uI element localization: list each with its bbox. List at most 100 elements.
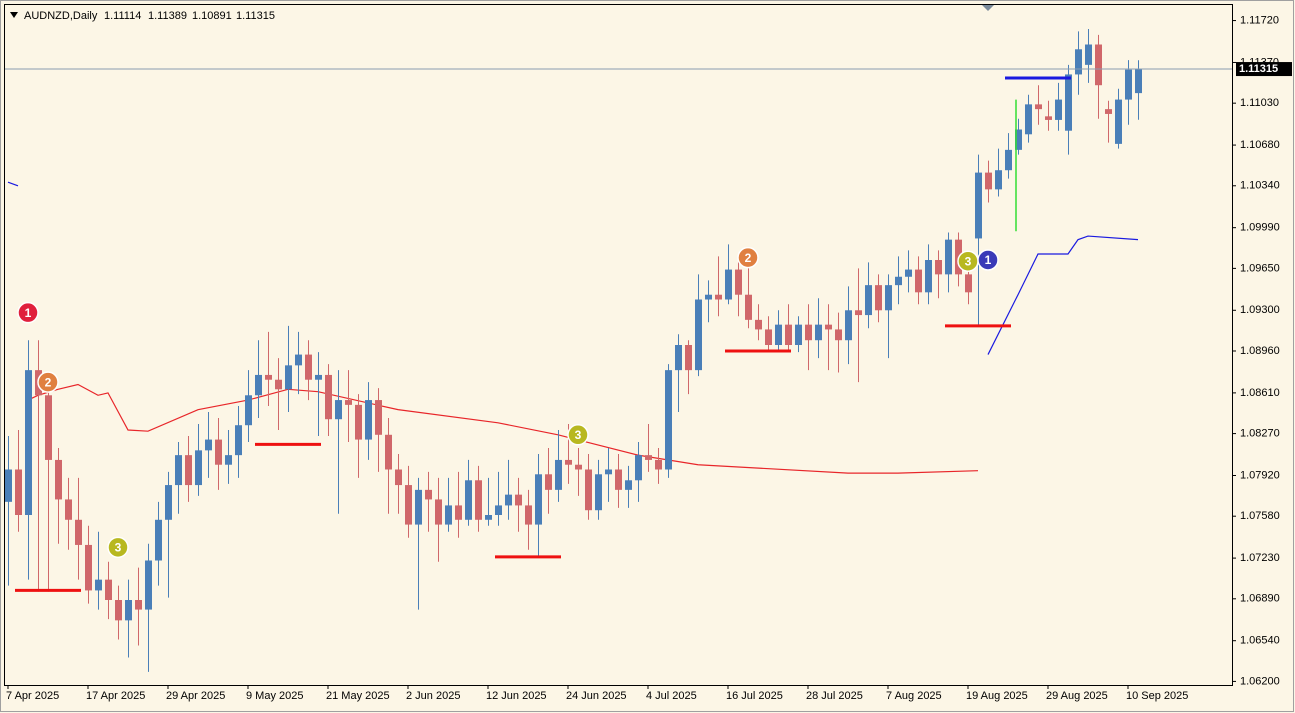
x-tick-label: 16 Jul 2025 [726,690,783,702]
candle-body [495,505,502,515]
candle-body [565,459,572,465]
candle-body [65,499,72,520]
candle-body [705,294,712,300]
candle-body [1125,69,1132,100]
x-tick-label: 7 Aug 2025 [886,690,942,702]
candle-body [1055,99,1062,120]
candle-body [545,474,552,490]
candle-body [555,459,562,490]
header-close: 1.11315 [236,10,275,22]
y-tick-label: 1.09300 [1240,304,1280,316]
candle-body [225,455,232,465]
candle-body [415,489,422,525]
candle-body [245,395,252,426]
candle-body [615,469,622,490]
candle-body [255,374,262,396]
y-tick-label: 1.07230 [1240,552,1280,564]
candle-body [1135,69,1142,94]
candle-body [235,425,242,456]
candle-body [215,439,222,465]
x-tick-label: 4 Jul 2025 [646,690,697,702]
x-tick-label: 29 Aug 2025 [1046,690,1108,702]
candle-body [835,329,842,341]
candle-body [585,469,592,511]
candle-body [675,345,682,371]
candle-body [95,579,102,591]
y-tick-label: 1.09990 [1240,222,1280,234]
x-tick-label: 19 Aug 2025 [966,690,1028,702]
candle-body [365,400,372,440]
candle-body [355,404,362,440]
y-tick-label: 1.11720 [1240,14,1279,26]
x-tick-label: 28 Jul 2025 [806,690,863,702]
signal-marker [107,536,129,559]
signal-marker-label: 3 [115,540,122,554]
y-tick-label: 1.06890 [1240,593,1280,605]
y-tick-label: 1.10340 [1240,180,1280,192]
candle-body [965,274,972,293]
candle-body [515,494,522,506]
signal-marker [37,371,59,393]
candle-body [45,395,52,460]
candle-body [205,439,212,451]
candle-body [25,370,32,515]
x-tick-label: 12 Jun 2025 [486,690,547,702]
candle-body [605,469,612,475]
candle-body [15,469,22,515]
candle-body [645,455,652,460]
y-tick-label: 1.08610 [1240,387,1280,399]
candle-body [105,579,112,600]
candle-body [275,379,282,390]
candle-body [725,269,732,300]
candle-body [505,494,512,506]
candle-body [1075,49,1082,75]
candle-body [935,260,942,275]
candle-body [1115,99,1122,144]
y-tick-label: 1.07580 [1240,510,1280,522]
header-open: 1.11114 [104,10,141,22]
candle-body [345,400,352,405]
x-tick-label: 29 Apr 2025 [166,690,225,702]
candle-body [315,374,322,380]
candle-body [805,324,812,341]
candle-body [715,294,722,300]
candle-body [1045,116,1052,120]
signal-marker-label: 1 [985,253,992,267]
candle-body [115,600,122,621]
signal-marker-label: 3 [575,428,582,442]
candle-body [1105,109,1112,114]
header-high: 1.11389 [148,10,187,22]
candle-body [435,499,442,525]
candle-body [325,374,332,420]
candle-body [75,519,82,545]
candle-body [825,324,832,330]
signal-marker [977,249,999,271]
signal-marker [567,424,589,446]
candle-body [1095,44,1102,86]
candle-body [395,469,402,486]
x-tick-label: 9 May 2025 [246,690,303,702]
candle-body [165,485,172,520]
x-tick-label: 21 May 2025 [326,690,390,702]
candle-body [1065,74,1072,131]
candle-body [875,285,882,311]
candle-body [595,474,602,511]
candle-body [855,310,862,316]
candle-body [985,172,992,190]
candle-body [755,319,762,330]
x-tick-label: 7 Apr 2025 [6,690,59,702]
candle-body [145,560,152,610]
symbol-menu-arrow [10,12,18,18]
candle-body [795,324,802,345]
candle-body [195,450,202,486]
current-price-box [1236,62,1292,77]
candle-body [375,400,382,435]
candle-body [865,285,872,316]
candle-body [445,505,452,525]
candle-body [335,400,342,420]
